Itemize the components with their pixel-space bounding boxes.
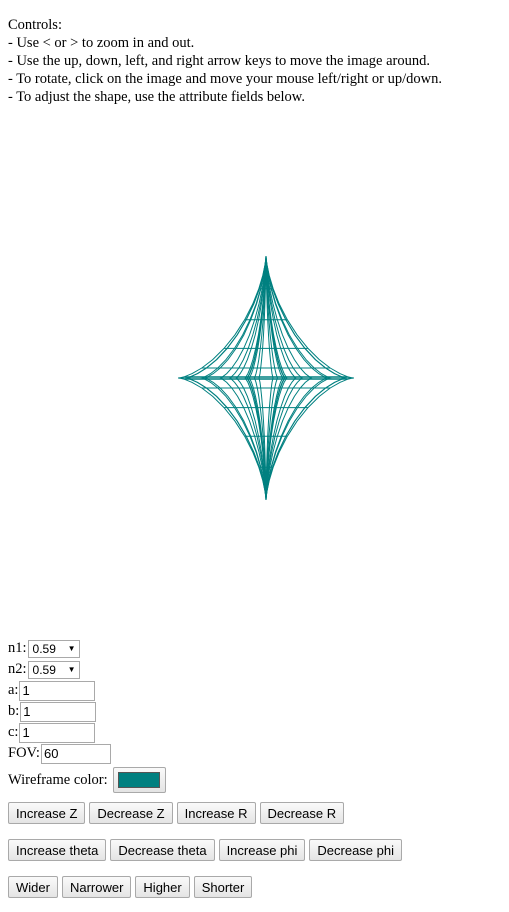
wireframe-color-picker[interactable] xyxy=(112,767,166,793)
fov-label: FOV: xyxy=(8,745,40,761)
wireframe-line xyxy=(200,255,267,501)
wireframe-line xyxy=(226,255,267,501)
wireframe-line xyxy=(178,255,267,501)
wireframe-line xyxy=(247,256,267,500)
wireframe-color-label: Wireframe color: xyxy=(8,771,108,788)
increase-phi-button[interactable]: Increase phi xyxy=(218,839,306,861)
instruction-rotate: - To rotate, click on the image and move… xyxy=(8,71,443,87)
instructions: Controls: - Use < or > to zoom in and ou… xyxy=(8,16,442,106)
wireframe-line xyxy=(265,255,348,501)
wireframe-canvas[interactable] xyxy=(8,120,508,636)
wireframe-line xyxy=(265,256,274,500)
wireframe-line xyxy=(265,256,279,500)
wireframe-line xyxy=(265,255,313,501)
chevron-down-icon: ▼ xyxy=(67,644,76,653)
wireframe-line xyxy=(265,255,354,501)
wireframe-line xyxy=(219,255,267,501)
decrease-z-button[interactable]: Decrease Z xyxy=(89,802,173,824)
button-row-angles: Increase theta Decrease theta Increase p… xyxy=(8,839,402,861)
n1-select[interactable]: 0.59 ▼ xyxy=(27,639,80,658)
n1-label: n1: xyxy=(8,640,27,656)
n2-select[interactable]: 0.59 ▼ xyxy=(27,660,80,679)
n1-select-value: 0.59 xyxy=(32,641,56,656)
decrease-r-button[interactable]: Decrease R xyxy=(259,802,345,824)
instruction-move: - Use the up, down, left, and right arro… xyxy=(8,53,431,69)
wireframe-line xyxy=(233,256,267,500)
n2-label: n2: xyxy=(8,661,27,677)
n2-select-value: 0.59 xyxy=(32,662,56,677)
shorter-button[interactable]: Shorter xyxy=(193,876,253,898)
narrower-button[interactable]: Narrower xyxy=(61,876,132,898)
wireframe-line xyxy=(184,255,267,501)
wireframe-line xyxy=(265,255,329,501)
button-row-size: Wider Narrower Higher Shorter xyxy=(8,876,253,898)
wider-button[interactable]: Wider xyxy=(8,876,58,898)
a-input[interactable] xyxy=(19,680,96,701)
b-input[interactable] xyxy=(20,701,97,722)
instructions-heading: Controls: xyxy=(8,17,62,33)
wireframe-line xyxy=(258,256,267,500)
decrease-phi-button[interactable]: Decrease phi xyxy=(309,839,402,861)
wireframe-line xyxy=(265,256,299,500)
b-label: b: xyxy=(8,703,20,719)
button-row-z-r: Increase Z Decrease Z Increase R Decreas… xyxy=(8,802,345,824)
c-input[interactable] xyxy=(19,722,96,743)
wireframe-line xyxy=(265,255,306,501)
supershape-wireframe xyxy=(178,255,354,501)
instruction-adjust: - To adjust the shape, use the attribute… xyxy=(8,89,305,105)
decrease-theta-button[interactable]: Decrease theta xyxy=(110,839,215,861)
a-label: a: xyxy=(8,682,19,698)
fov-input[interactable] xyxy=(40,743,111,764)
increase-theta-button[interactable]: Increase theta xyxy=(8,839,107,861)
wireframe-line xyxy=(253,256,267,500)
c-label: c: xyxy=(8,724,19,740)
increase-r-button[interactable]: Increase R xyxy=(176,802,256,824)
attribute-controls: n1: 0.59 ▼ n2: 0.59 ▼ a: b: c: FOV: Wire… xyxy=(8,638,166,794)
higher-button[interactable]: Higher xyxy=(135,876,190,898)
color-swatch xyxy=(118,772,161,788)
instruction-zoom: - Use < or > to zoom in and out. xyxy=(8,35,195,51)
chevron-down-icon: ▼ xyxy=(67,665,76,674)
wireframe-line xyxy=(265,256,285,500)
increase-z-button[interactable]: Increase Z xyxy=(8,802,86,824)
